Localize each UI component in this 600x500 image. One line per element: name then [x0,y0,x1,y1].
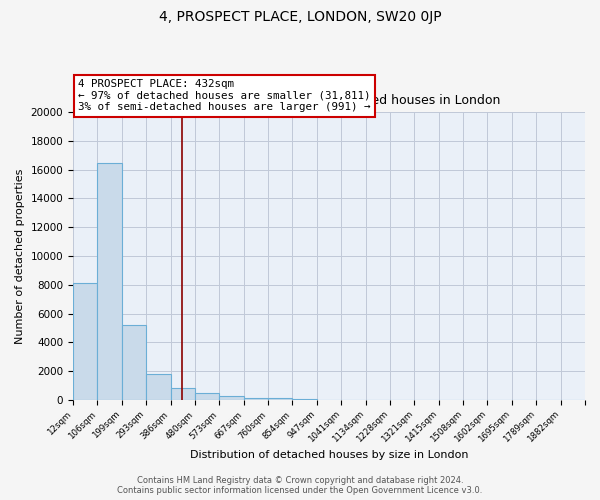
Bar [97,162,122,400]
Text: Contains HM Land Registry data © Crown copyright and database right 2024.
Contai: Contains HM Land Registry data © Crown c… [118,476,482,495]
Bar [292,398,317,400]
Bar [73,284,97,400]
Text: 4 PROSPECT PLACE: 432sqm
← 97% of detached houses are smaller (31,811)
3% of sem: 4 PROSPECT PLACE: 432sqm ← 97% of detach… [78,79,371,112]
Bar [244,398,268,400]
Bar [268,398,292,400]
Bar [146,374,170,400]
Y-axis label: Number of detached properties: Number of detached properties [15,168,25,344]
Bar [220,396,244,400]
Text: 4, PROSPECT PLACE, LONDON, SW20 0JP: 4, PROSPECT PLACE, LONDON, SW20 0JP [158,10,442,24]
Bar [195,392,220,400]
Bar [122,325,146,400]
X-axis label: Distribution of detached houses by size in London: Distribution of detached houses by size … [190,450,468,460]
Title: Size of property relative to detached houses in London: Size of property relative to detached ho… [157,94,501,107]
Bar [170,388,195,400]
